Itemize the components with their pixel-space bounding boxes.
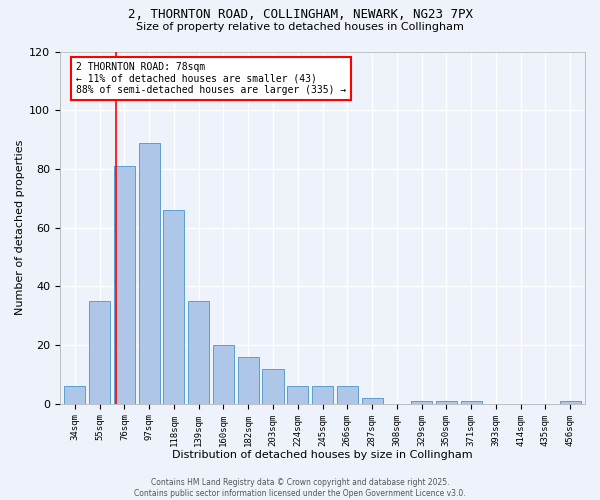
Bar (337, 386, 358, 404)
Bar (287, 386, 308, 404)
Bar (436, 401, 457, 404)
Bar (114, 166, 135, 404)
Bar (238, 357, 259, 404)
Bar (262, 368, 284, 404)
Bar (461, 401, 482, 404)
Bar (188, 301, 209, 404)
Bar (362, 398, 383, 404)
Bar (163, 210, 184, 404)
Bar (213, 345, 234, 404)
Text: Contains HM Land Registry data © Crown copyright and database right 2025.
Contai: Contains HM Land Registry data © Crown c… (134, 478, 466, 498)
Text: 2 THORNTON ROAD: 78sqm
← 11% of detached houses are smaller (43)
88% of semi-det: 2 THORNTON ROAD: 78sqm ← 11% of detached… (76, 62, 346, 96)
Bar (411, 401, 432, 404)
Text: Size of property relative to detached houses in Collingham: Size of property relative to detached ho… (136, 22, 464, 32)
Bar (64, 386, 85, 404)
Y-axis label: Number of detached properties: Number of detached properties (15, 140, 25, 316)
Text: 2, THORNTON ROAD, COLLINGHAM, NEWARK, NG23 7PX: 2, THORNTON ROAD, COLLINGHAM, NEWARK, NG… (128, 8, 473, 20)
Bar (560, 401, 581, 404)
Bar (139, 142, 160, 404)
X-axis label: Distribution of detached houses by size in Collingham: Distribution of detached houses by size … (172, 450, 473, 460)
Bar (89, 301, 110, 404)
Bar (312, 386, 333, 404)
